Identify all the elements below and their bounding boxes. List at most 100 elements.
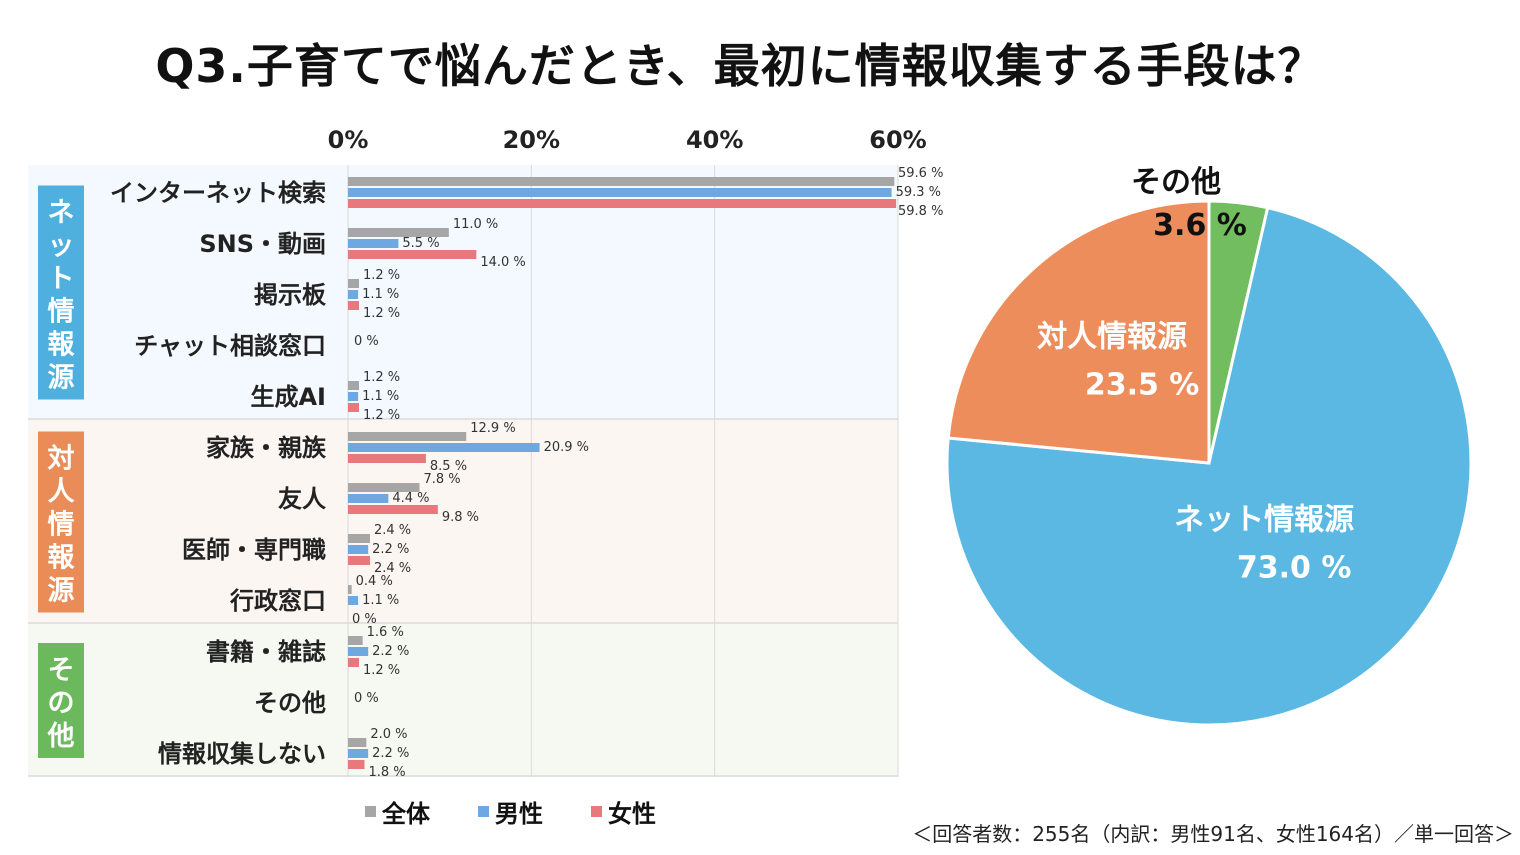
legend-swatch-male bbox=[478, 806, 489, 817]
data-label: 1.2 % bbox=[363, 408, 400, 423]
data-label: 2.4 % bbox=[374, 523, 411, 538]
data-label: 1.2 % bbox=[363, 306, 400, 321]
chart-legend: 全体 男性 女性 bbox=[365, 794, 656, 829]
page-title: Q3.子育てで悩んだとき、最初に情報収集する手段は？ bbox=[155, 39, 1325, 93]
category-label: 生成AI bbox=[250, 383, 326, 411]
data-label: 14.0 % bbox=[480, 255, 525, 270]
pie-chart: その他 3.6 % ネット情報源 73.0 % 対人情報源 23.5 % bbox=[945, 165, 1473, 727]
data-label: 2.0 % bbox=[370, 727, 407, 742]
group-tag-net bbox=[38, 185, 84, 400]
bar-male bbox=[348, 392, 359, 401]
bar-male bbox=[348, 188, 892, 197]
x-tick-label: 20% bbox=[503, 126, 560, 154]
group-tag-char: 情 bbox=[48, 510, 75, 541]
data-label: 5.5 % bbox=[402, 236, 439, 251]
x-tick-label: 60% bbox=[869, 126, 926, 154]
group-tag-other bbox=[38, 643, 84, 758]
category-label: 医師・専門職 bbox=[182, 536, 326, 564]
data-label: 1.1 % bbox=[362, 593, 399, 608]
bar-male bbox=[348, 647, 369, 656]
pie-label-other: その他 bbox=[1131, 165, 1221, 200]
bar-all bbox=[348, 636, 363, 645]
category-label: その他 bbox=[254, 689, 326, 717]
legend-swatch-all bbox=[365, 806, 376, 817]
legend-item-female: 女性 bbox=[591, 794, 656, 829]
bar-female bbox=[348, 454, 426, 463]
group-tag-char: そ bbox=[48, 655, 75, 686]
pie-slice-person bbox=[946, 199, 1211, 465]
bar-female bbox=[348, 556, 370, 565]
data-label: 59.8 % bbox=[898, 204, 943, 219]
data-label: 8.5 % bbox=[430, 459, 467, 474]
pie-label-person: 対人情報源 bbox=[1037, 319, 1187, 354]
group-panel-person bbox=[28, 420, 898, 622]
legend-label-female: 女性 bbox=[608, 800, 656, 828]
bar-male bbox=[348, 596, 359, 605]
data-label: 2.2 % bbox=[372, 542, 409, 557]
data-label: 7.8 % bbox=[424, 472, 461, 487]
bar-female bbox=[348, 658, 359, 667]
data-label: 0 % bbox=[354, 334, 379, 349]
group-tag-char: 対 bbox=[48, 444, 75, 475]
category-label: SNS・動画 bbox=[199, 230, 326, 258]
data-label: 1.1 % bbox=[362, 287, 399, 302]
pie-value-net: 73.0 % bbox=[1237, 551, 1352, 586]
category-label: インターネット検索 bbox=[110, 179, 326, 207]
pie-value-person: 23.5 % bbox=[1085, 367, 1200, 402]
bar-male bbox=[348, 239, 399, 248]
bar-female bbox=[348, 199, 897, 208]
data-label: 12.9 % bbox=[470, 421, 515, 436]
legend-item-all: 全体 bbox=[365, 794, 430, 829]
x-tick-label: 40% bbox=[686, 126, 743, 154]
data-label: 2.4 % bbox=[374, 561, 411, 576]
group-tag-char: 情 bbox=[48, 297, 75, 328]
group-tag-char: 報 bbox=[48, 330, 76, 361]
data-label: 2.2 % bbox=[372, 644, 409, 659]
bar-female bbox=[348, 760, 365, 769]
group-tag-char: ネ bbox=[48, 198, 75, 229]
data-label: 1.1 % bbox=[362, 389, 399, 404]
data-label: 2.2 % bbox=[372, 746, 409, 761]
bar-female bbox=[348, 250, 477, 259]
category-label: 家族・親族 bbox=[206, 434, 327, 462]
data-label: 11.0 % bbox=[453, 217, 498, 232]
bar-all bbox=[348, 432, 467, 441]
bar-male bbox=[348, 749, 369, 758]
bar-all bbox=[348, 483, 420, 492]
group-tag-person bbox=[38, 431, 84, 613]
bar-female bbox=[348, 403, 359, 412]
data-label: 0.4 % bbox=[356, 574, 393, 589]
group-tag-char: 他 bbox=[47, 721, 75, 752]
group-panel-other bbox=[28, 624, 898, 775]
bar-male bbox=[348, 290, 359, 299]
pie-label-net: ネット情報源 bbox=[1174, 503, 1354, 538]
category-label: 行政窓口 bbox=[229, 587, 326, 615]
data-label: 0 % bbox=[352, 612, 377, 627]
bar-female bbox=[348, 301, 359, 310]
data-label: 59.3 % bbox=[896, 185, 941, 200]
bar-all bbox=[348, 534, 370, 543]
category-label: チャット相談窓口 bbox=[134, 332, 326, 360]
bar-all bbox=[348, 228, 449, 237]
category-label: 掲示板 bbox=[254, 281, 327, 309]
legend-label-male: 男性 bbox=[495, 800, 543, 828]
data-label: 1.8 % bbox=[369, 765, 406, 780]
data-label: 9.8 % bbox=[442, 510, 479, 525]
category-label: 書籍・雑誌 bbox=[206, 638, 326, 666]
data-label: 4.4 % bbox=[392, 491, 429, 506]
data-label: 1.2 % bbox=[363, 370, 400, 385]
legend-item-male: 男性 bbox=[478, 794, 543, 829]
pie-slice-net bbox=[945, 205, 1473, 727]
bar-all bbox=[348, 279, 359, 288]
bar-female bbox=[348, 505, 438, 514]
data-label: 59.6 % bbox=[898, 166, 943, 181]
x-tick-label: 0% bbox=[328, 126, 369, 154]
data-label: 1.2 % bbox=[363, 268, 400, 283]
legend-swatch-female bbox=[591, 806, 602, 817]
bar-all bbox=[348, 738, 367, 747]
bar-male bbox=[348, 545, 369, 554]
bar-all bbox=[348, 585, 352, 594]
bar-all bbox=[348, 177, 895, 186]
respondent-note: ＜回答者数：255名（内訳：男性91名、女性164名）／単一回答＞ bbox=[912, 822, 1514, 846]
